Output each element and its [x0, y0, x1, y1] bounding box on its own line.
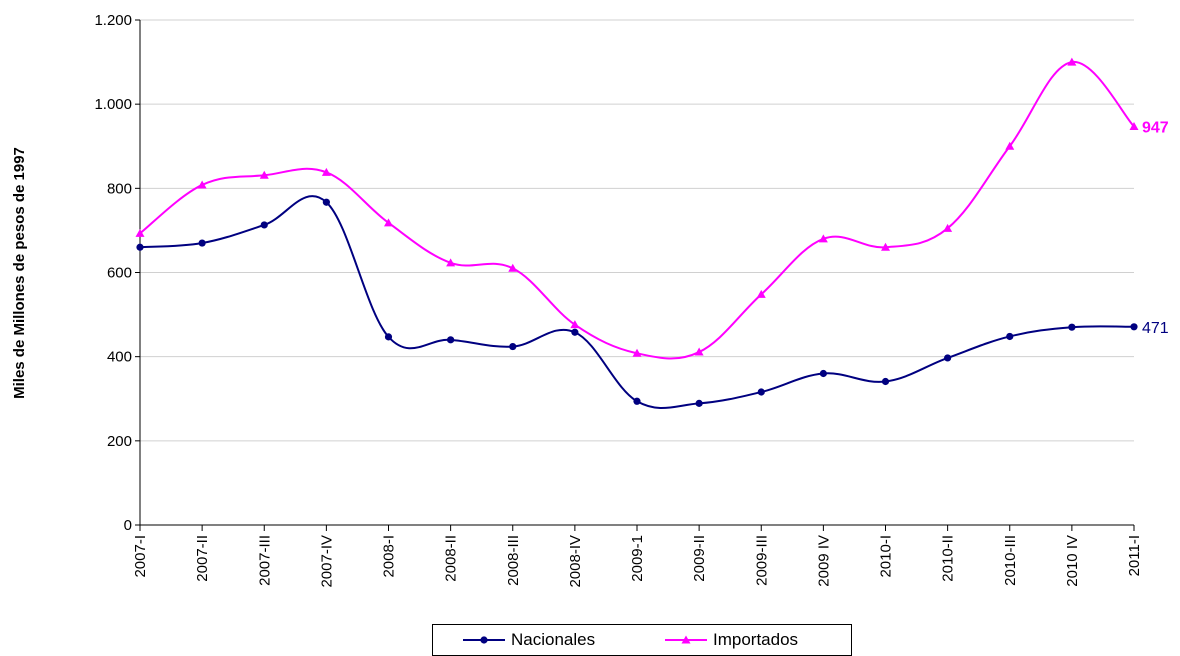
- data-point-nacionales: [447, 336, 455, 344]
- gridlines: [140, 19, 1134, 442]
- data-point-nacionales: [198, 239, 206, 247]
- data-point-importados: [446, 258, 456, 267]
- data-point-importados: [197, 180, 207, 189]
- end-label-nacionales: 471: [1142, 320, 1169, 337]
- end-labels: 471 947: [1142, 119, 1169, 336]
- data-point-importados: [321, 167, 331, 176]
- y-axis-label: Miles de Millones de pesos de 1997: [11, 147, 28, 399]
- data-point-importados: [756, 289, 766, 298]
- data-point-importados: [632, 348, 642, 357]
- series-line-nacionales: [139, 195, 1135, 409]
- data-point-importados: [943, 223, 953, 232]
- x-tick-label: 2009-1: [629, 535, 646, 582]
- data-point-nacionales: [695, 399, 703, 407]
- data-point-importados: [259, 170, 269, 179]
- data-point-nacionales: [1068, 323, 1076, 331]
- legend-label-nacionales: Nacionales: [511, 630, 596, 649]
- x-tick-label: 2010 IV: [1064, 535, 1081, 587]
- data-point-nacionales: [260, 221, 268, 229]
- x-axis-ticks: 2007-I 2007-II 2007-III 2007-IV 2008-I 2008-I…: [132, 525, 1143, 588]
- data-point-nacionales: [1130, 323, 1138, 331]
- data-point-importados: [508, 263, 518, 272]
- data-point-nacionales: [633, 397, 641, 405]
- x-tick-label: 2007-IV: [318, 535, 335, 588]
- data-point-nacionales: [136, 243, 144, 251]
- x-tick-label: 2010-II: [940, 535, 957, 582]
- legend-swatch-importados: [665, 635, 707, 644]
- x-tick-label: 2010-III: [1002, 535, 1019, 586]
- data-point-importados: [135, 228, 145, 237]
- data-point-nacionales: [944, 354, 952, 362]
- data-point-importados: [818, 234, 828, 243]
- series-line-importados: [139, 61, 1135, 360]
- y-tick-label: 1.200: [94, 12, 132, 29]
- data-point-importados: [570, 320, 580, 329]
- data-point-nacionales: [881, 377, 890, 386]
- data-point-importados: [384, 218, 393, 227]
- y-tick-label: 200: [107, 433, 132, 450]
- x-tick-label: 2007-III: [256, 535, 273, 586]
- data-point-nacionales: [509, 342, 517, 351]
- legend-item-nacionales: Nacionales: [461, 629, 595, 651]
- x-tick-label: 2009-II: [691, 535, 708, 582]
- x-tick-label: 2008-I: [381, 535, 398, 578]
- end-label-importados: 947: [1142, 119, 1169, 136]
- data-point-nacionales: [819, 369, 827, 378]
- x-tick-label: 2011-I: [1126, 535, 1143, 576]
- x-tick-label: 2008-IV: [567, 535, 584, 588]
- data-point-importados: [694, 347, 704, 356]
- legend-item-importados: Importados: [663, 629, 798, 651]
- data-point-nacionales: [322, 198, 330, 206]
- x-tick-label: 2007-I: [132, 535, 149, 578]
- legend-swatch-nacionales: [463, 636, 505, 644]
- data-point-nacionales: [384, 333, 393, 341]
- x-tick-label: 2009 IV: [815, 535, 832, 587]
- x-tick-label: 2010-I: [878, 535, 895, 578]
- data-point-importados: [1129, 121, 1139, 130]
- data-point-nacionales: [1006, 332, 1014, 341]
- x-tick-label: 2009-III: [753, 535, 770, 586]
- y-tick-label: 600: [107, 265, 132, 282]
- series-group: [135, 57, 1139, 409]
- x-tick-label: 2007-II: [194, 535, 211, 582]
- y-tick-label: 800: [107, 180, 132, 197]
- legend: Nacionales Importados: [432, 624, 852, 656]
- y-tick-label: 400: [107, 349, 132, 366]
- y-axis-ticks: 0 200 400 600 800 1.000 1.200: [94, 12, 140, 534]
- y-tick-label: 1.000: [94, 96, 132, 113]
- data-point-nacionales: [571, 328, 579, 336]
- legend-label-importados: Importados: [713, 630, 799, 649]
- data-point-nacionales: [757, 388, 765, 396]
- y-tick-label: 0: [124, 517, 132, 534]
- data-point-importados: [881, 242, 890, 251]
- data-point-importados: [1005, 141, 1015, 150]
- data-point-importados: [1067, 57, 1077, 66]
- x-tick-label: 2008-II: [443, 535, 460, 582]
- x-tick-label: 2008-III: [505, 535, 522, 586]
